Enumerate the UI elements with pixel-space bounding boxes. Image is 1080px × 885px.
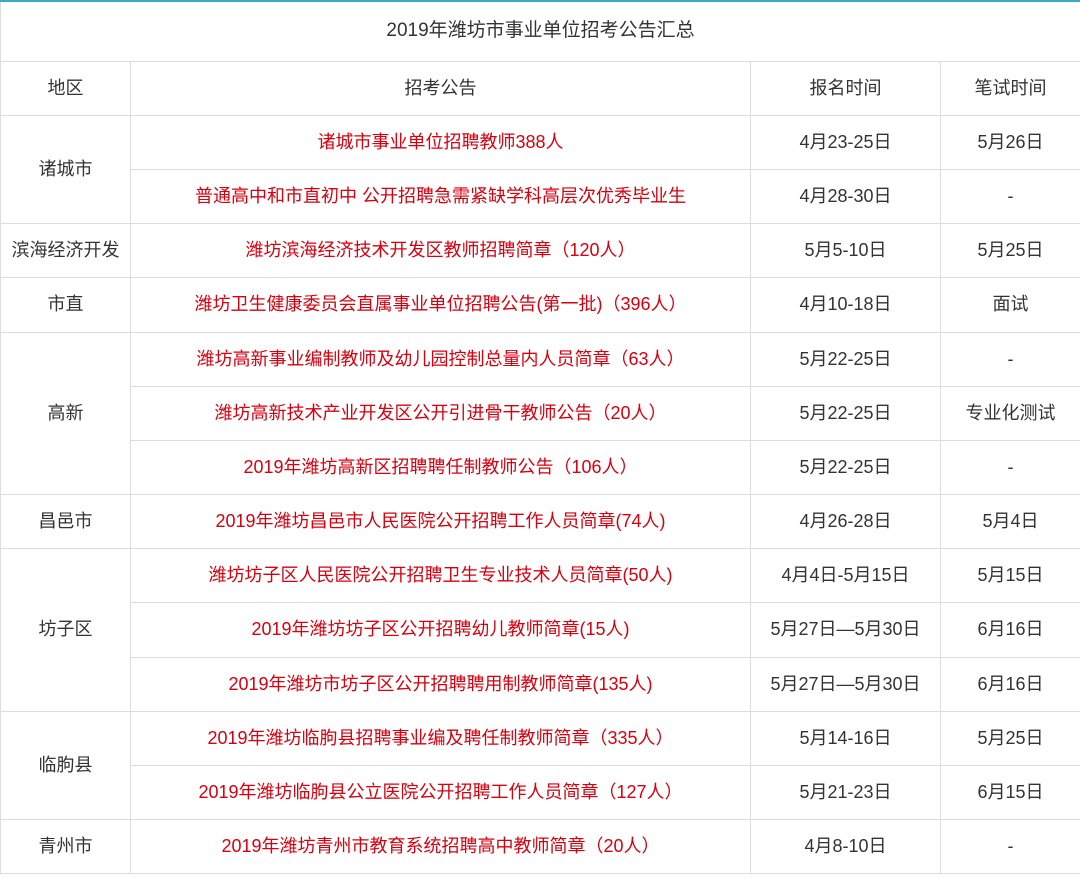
registration-date-cell: 4月10-18日 [751, 278, 941, 332]
area-cell: 诸城市 [1, 115, 131, 223]
registration-date-cell: 4月26-28日 [751, 495, 941, 549]
notice-link[interactable]: 2019年潍坊坊子区公开招聘幼儿教师简章(15人) [131, 603, 751, 657]
table-row: 坊子区潍坊坊子区人民医院公开招聘卫生专业技术人员简章(50人)4月4日-5月15… [1, 549, 1080, 603]
exam-date-cell: - [941, 169, 1080, 223]
registration-date-cell: 5月22-25日 [751, 332, 941, 386]
notice-link[interactable]: 普通高中和市直初中 公开招聘急需紧缺学科高层次优秀毕业生 [131, 169, 751, 223]
table-row: 高新潍坊高新事业编制教师及幼儿园控制总量内人员简章（63人）5月22-25日- [1, 332, 1080, 386]
table-row: 普通高中和市直初中 公开招聘急需紧缺学科高层次优秀毕业生4月28-30日- [1, 169, 1080, 223]
table-title: 2019年潍坊市事业单位招考公告汇总 [1, 1, 1080, 61]
notice-link[interactable]: 潍坊高新技术产业开发区公开引进骨干教师公告（20人） [131, 386, 751, 440]
table-row: 昌邑市2019年潍坊昌邑市人民医院公开招聘工作人员简章(74人)4月26-28日… [1, 495, 1080, 549]
registration-date-cell: 4月8-10日 [751, 820, 941, 874]
area-cell: 市直 [1, 278, 131, 332]
exam-date-cell: 6月15日 [941, 766, 1080, 820]
registration-date-cell: 5月27日—5月30日 [751, 603, 941, 657]
table-title-row: 2019年潍坊市事业单位招考公告汇总 [1, 1, 1080, 61]
col-header-exam: 笔试时间 [941, 61, 1080, 115]
table-row: 市直潍坊卫生健康委员会直属事业单位招聘公告(第一批)（396人）4月10-18日… [1, 278, 1080, 332]
exam-date-cell: 5月26日 [941, 115, 1080, 169]
table-header-row: 地区 招考公告 报名时间 笔试时间 [1, 61, 1080, 115]
registration-date-cell: 5月5-10日 [751, 224, 941, 278]
table-row: 滨海经济开发潍坊滨海经济技术开发区教师招聘简章（120人）5月5-10日5月25… [1, 224, 1080, 278]
registration-date-cell: 4月23-25日 [751, 115, 941, 169]
exam-date-cell: 5月25日 [941, 224, 1080, 278]
notice-link[interactable]: 潍坊高新事业编制教师及幼儿园控制总量内人员简章（63人） [131, 332, 751, 386]
notice-link[interactable]: 潍坊滨海经济技术开发区教师招聘简章（120人） [131, 224, 751, 278]
table-row: 2019年潍坊临朐县公立医院公开招聘工作人员简章（127人）5月21-23日6月… [1, 766, 1080, 820]
notice-link[interactable]: 2019年潍坊临朐县公立医院公开招聘工作人员简章（127人） [131, 766, 751, 820]
exam-date-cell: - [941, 440, 1080, 494]
table-row: 2019年潍坊市坊子区公开招聘聘用制教师简章(135人)5月27日—5月30日6… [1, 657, 1080, 711]
registration-date-cell: 5月22-25日 [751, 386, 941, 440]
exam-date-cell: - [941, 332, 1080, 386]
area-cell: 坊子区 [1, 549, 131, 712]
table-row: 2019年潍坊坊子区公开招聘幼儿教师简章(15人)5月27日—5月30日6月16… [1, 603, 1080, 657]
col-header-area: 地区 [1, 61, 131, 115]
exam-date-cell: 6月16日 [941, 657, 1080, 711]
recruitment-table: 2019年潍坊市事业单位招考公告汇总 地区 招考公告 报名时间 笔试时间 诸城市… [0, 0, 1080, 874]
exam-date-cell: 5月15日 [941, 549, 1080, 603]
col-header-notice: 招考公告 [131, 61, 751, 115]
area-cell: 高新 [1, 332, 131, 495]
registration-date-cell: 5月14-16日 [751, 711, 941, 765]
area-cell: 滨海经济开发 [1, 224, 131, 278]
registration-date-cell: 5月21-23日 [751, 766, 941, 820]
table-row: 临朐县2019年潍坊临朐县招聘事业编及聘任制教师简章（335人）5月14-16日… [1, 711, 1080, 765]
notice-link[interactable]: 2019年潍坊青州市教育系统招聘高中教师简章（20人） [131, 820, 751, 874]
registration-date-cell: 5月27日—5月30日 [751, 657, 941, 711]
exam-date-cell: 6月16日 [941, 603, 1080, 657]
col-header-reg: 报名时间 [751, 61, 941, 115]
registration-date-cell: 4月28-30日 [751, 169, 941, 223]
notice-link[interactable]: 2019年潍坊高新区招聘聘任制教师公告（106人） [131, 440, 751, 494]
notice-link[interactable]: 潍坊卫生健康委员会直属事业单位招聘公告(第一批)（396人） [131, 278, 751, 332]
area-cell: 青州市 [1, 820, 131, 874]
table-row: 诸城市诸城市事业单位招聘教师388人4月23-25日5月26日 [1, 115, 1080, 169]
exam-date-cell: 专业化测试 [941, 386, 1080, 440]
table-row: 潍坊高新技术产业开发区公开引进骨干教师公告（20人）5月22-25日专业化测试 [1, 386, 1080, 440]
area-cell: 昌邑市 [1, 495, 131, 549]
notice-link[interactable]: 2019年潍坊市坊子区公开招聘聘用制教师简章(135人) [131, 657, 751, 711]
area-cell: 临朐县 [1, 711, 131, 819]
exam-date-cell: 5月25日 [941, 711, 1080, 765]
notice-link[interactable]: 潍坊坊子区人民医院公开招聘卫生专业技术人员简章(50人) [131, 549, 751, 603]
exam-date-cell: - [941, 820, 1080, 874]
notice-link[interactable]: 诸城市事业单位招聘教师388人 [131, 115, 751, 169]
exam-date-cell: 5月4日 [941, 495, 1080, 549]
registration-date-cell: 4月4日-5月15日 [751, 549, 941, 603]
notice-link[interactable]: 2019年潍坊昌邑市人民医院公开招聘工作人员简章(74人) [131, 495, 751, 549]
registration-date-cell: 5月22-25日 [751, 440, 941, 494]
notice-link[interactable]: 2019年潍坊临朐县招聘事业编及聘任制教师简章（335人） [131, 711, 751, 765]
exam-date-cell: 面试 [941, 278, 1080, 332]
table-row: 2019年潍坊高新区招聘聘任制教师公告（106人）5月22-25日- [1, 440, 1080, 494]
table-body: 2019年潍坊市事业单位招考公告汇总 地区 招考公告 报名时间 笔试时间 诸城市… [1, 1, 1080, 874]
table-row: 青州市2019年潍坊青州市教育系统招聘高中教师简章（20人）4月8-10日- [1, 820, 1080, 874]
